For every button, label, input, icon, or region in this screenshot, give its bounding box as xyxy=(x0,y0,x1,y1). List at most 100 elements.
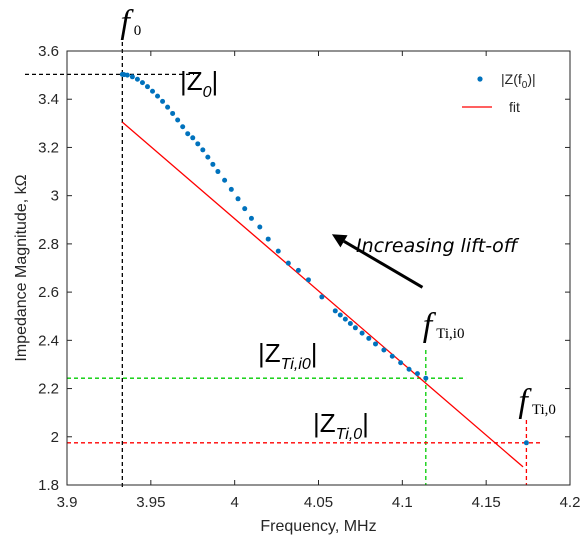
f-ti-0-symbol: f xyxy=(518,383,532,420)
data-point xyxy=(185,131,191,137)
fit-line xyxy=(121,121,524,468)
x-tick-label: 4 xyxy=(230,494,238,511)
data-point xyxy=(124,72,130,78)
lift-off-label: Increasing lift-off xyxy=(356,235,520,257)
data-point xyxy=(205,154,211,160)
y-tick-label: 3.6 xyxy=(38,43,59,60)
data-point xyxy=(200,147,206,153)
data-point xyxy=(139,80,145,86)
x-tick-label: 4.15 xyxy=(472,494,501,511)
legend-label-scatter-main: |Z(f xyxy=(501,71,522,87)
x-tick-label: 4.05 xyxy=(304,494,333,511)
data-point xyxy=(155,93,161,99)
z-ti-i0-close: | xyxy=(311,338,318,368)
legend-label-scatter: |Z(f0)| xyxy=(501,71,536,91)
z-ti-i0-label: |ZTi,i0| xyxy=(258,338,318,373)
z-ti-i0-main: |Z xyxy=(258,338,281,368)
impedance-annotations: |Z0| |ZTi,i0| |ZTi,0| xyxy=(180,66,369,443)
data-point xyxy=(235,196,241,202)
f-ti-0-subscript: Ti,0 xyxy=(532,402,556,418)
legend-label-fit: fit xyxy=(509,99,520,115)
data-point xyxy=(150,88,156,94)
f0-subscript: 0 xyxy=(134,23,142,39)
data-point xyxy=(406,366,412,372)
data-point xyxy=(180,124,186,130)
z-ti-0-subscript: Ti,0 xyxy=(336,426,363,443)
data-point xyxy=(347,320,353,326)
data-point xyxy=(398,360,404,366)
data-point xyxy=(242,206,248,212)
data-point xyxy=(352,325,358,331)
z0-close: | xyxy=(212,66,219,96)
f0-symbol: f xyxy=(120,4,134,41)
data-point xyxy=(222,177,228,183)
z-ti-i0-subscript: Ti,i0 xyxy=(281,356,311,373)
data-point xyxy=(129,74,135,80)
y-tick-label: 3.4 xyxy=(38,91,59,108)
guide-lines xyxy=(25,35,542,488)
x-axis-label: Frequency, MHz xyxy=(260,518,376,535)
data-point xyxy=(215,169,221,175)
data-point xyxy=(175,117,181,123)
y-tick-label: 2.4 xyxy=(38,332,59,349)
data-point xyxy=(342,316,348,322)
x-tick-label: 3.95 xyxy=(136,494,165,511)
x-tick-label: 4.1 xyxy=(392,494,413,511)
data-point xyxy=(381,347,387,353)
data-point xyxy=(257,224,263,230)
tick-labels: 3.9 3.95 4 4.05 4.1 4.15 4.2 1.8 2 2.2 2.4 2.6 2.8 3 3… xyxy=(38,43,580,511)
data-point xyxy=(295,267,301,273)
y-axis-label: Impedance Magnitude, kΩ xyxy=(13,174,30,361)
lift-off-annotation: Increasing lift-off xyxy=(331,234,520,289)
data-point xyxy=(144,84,150,90)
data-point xyxy=(170,110,176,116)
f-ti-0-label: f Ti,0 xyxy=(518,383,556,420)
z-ti-0-label: |ZTi,0| xyxy=(313,408,369,443)
data-point xyxy=(423,375,429,381)
legend: |Z(f0)| fit xyxy=(462,71,536,115)
f-ti-i0-label: f Ti,i0 xyxy=(423,307,465,344)
z0-label: |Z0| xyxy=(180,66,218,101)
y-tick-label: 2.2 xyxy=(38,381,59,398)
data-point xyxy=(228,186,234,192)
data-point xyxy=(359,330,365,336)
lift-off-arrow xyxy=(343,240,424,289)
data-point xyxy=(523,440,529,446)
data-point xyxy=(366,335,372,341)
legend-label-scatter-sub: 0 xyxy=(522,80,528,91)
f-ti-i0-symbol: f xyxy=(423,307,437,344)
data-point xyxy=(332,308,338,314)
data-point xyxy=(265,236,271,242)
data-point xyxy=(248,215,254,221)
x-tick-label: 3.9 xyxy=(57,494,78,511)
y-tick-label: 3 xyxy=(51,188,59,205)
z0-main: |Z xyxy=(180,66,203,96)
data-point xyxy=(195,141,201,147)
data-point xyxy=(305,277,311,283)
y-tick-label: 2.6 xyxy=(38,284,59,301)
legend-marker-scatter xyxy=(477,76,483,82)
z-ti-0-main: |Z xyxy=(313,408,336,438)
data-point xyxy=(160,98,166,104)
data-point xyxy=(165,104,171,110)
f-ti-i0-subscript: Ti,i0 xyxy=(436,326,464,342)
z-ti-0-close: | xyxy=(362,408,369,438)
data-point xyxy=(414,371,420,377)
data-point xyxy=(389,353,395,359)
y-tick-label: 2 xyxy=(51,429,59,446)
data-point xyxy=(275,248,281,254)
data-points xyxy=(119,71,529,446)
legend-label-scatter-close: )| xyxy=(527,71,535,87)
data-point xyxy=(373,341,379,347)
axes xyxy=(66,50,571,486)
y-tick-label: 2.8 xyxy=(38,236,59,253)
data-point xyxy=(210,161,216,167)
data-point xyxy=(337,312,343,318)
x-tick-label: 4.2 xyxy=(560,494,581,511)
data-point xyxy=(190,135,196,141)
fit-layer xyxy=(121,121,524,468)
y-tick-label: 3.2 xyxy=(38,139,59,156)
y-tick-label: 1.8 xyxy=(38,477,59,494)
